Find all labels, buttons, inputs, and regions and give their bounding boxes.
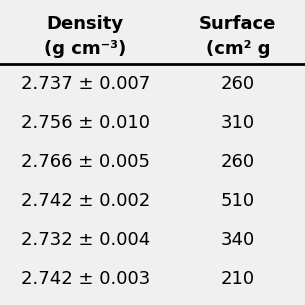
Text: 2.732 ± 0.004: 2.732 ± 0.004: [21, 231, 150, 249]
Text: (cm² g: (cm² g: [206, 40, 270, 58]
Text: 2.742 ± 0.002: 2.742 ± 0.002: [21, 192, 150, 210]
Text: 260: 260: [221, 153, 255, 171]
Text: 2.737 ± 0.007: 2.737 ± 0.007: [21, 75, 150, 93]
Text: 210: 210: [221, 270, 255, 288]
Text: (g cm⁻³): (g cm⁻³): [44, 40, 127, 58]
Text: 340: 340: [221, 231, 255, 249]
Text: 310: 310: [221, 114, 255, 132]
Text: Density: Density: [47, 15, 124, 33]
Text: Surface: Surface: [199, 15, 277, 33]
Text: 2.766 ± 0.005: 2.766 ± 0.005: [21, 153, 150, 171]
Text: 2.742 ± 0.003: 2.742 ± 0.003: [21, 270, 150, 288]
Text: 260: 260: [221, 75, 255, 93]
Text: 2.756 ± 0.010: 2.756 ± 0.010: [21, 114, 150, 132]
Text: 510: 510: [221, 192, 255, 210]
